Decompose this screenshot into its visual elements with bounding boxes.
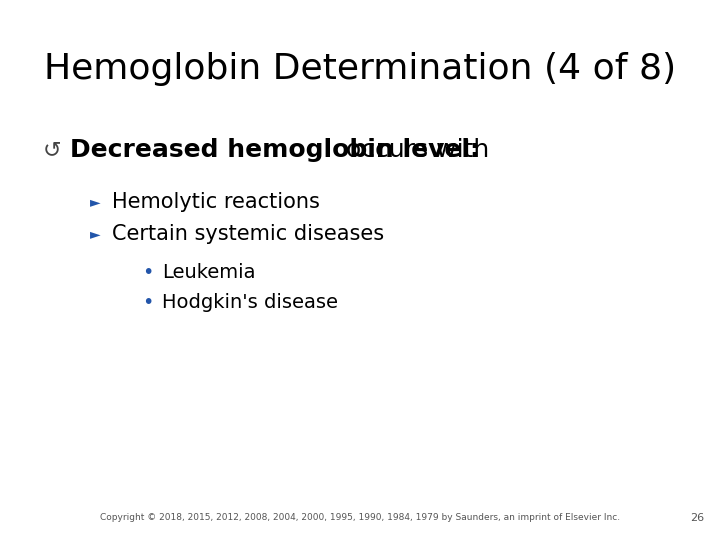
Text: Hemolytic reactions: Hemolytic reactions	[112, 192, 320, 212]
Text: ►: ►	[90, 227, 100, 241]
Text: occurs with: occurs with	[338, 138, 490, 162]
Text: Hemoglobin Determination (4 of 8): Hemoglobin Determination (4 of 8)	[44, 52, 676, 86]
Text: •: •	[143, 262, 153, 281]
Text: ↺: ↺	[42, 140, 61, 160]
Text: Leukemia: Leukemia	[162, 262, 256, 281]
Text: Decreased hemoglobin level:: Decreased hemoglobin level:	[70, 138, 480, 162]
Text: 26: 26	[690, 513, 704, 523]
Text: ►: ►	[90, 195, 100, 209]
Text: Certain systemic diseases: Certain systemic diseases	[112, 224, 384, 244]
Text: •: •	[143, 294, 153, 313]
Text: Hodgkin's disease: Hodgkin's disease	[162, 294, 338, 313]
Text: Copyright © 2018, 2015, 2012, 2008, 2004, 2000, 1995, 1990, 1984, 1979 by Saunde: Copyright © 2018, 2015, 2012, 2008, 2004…	[100, 514, 620, 523]
